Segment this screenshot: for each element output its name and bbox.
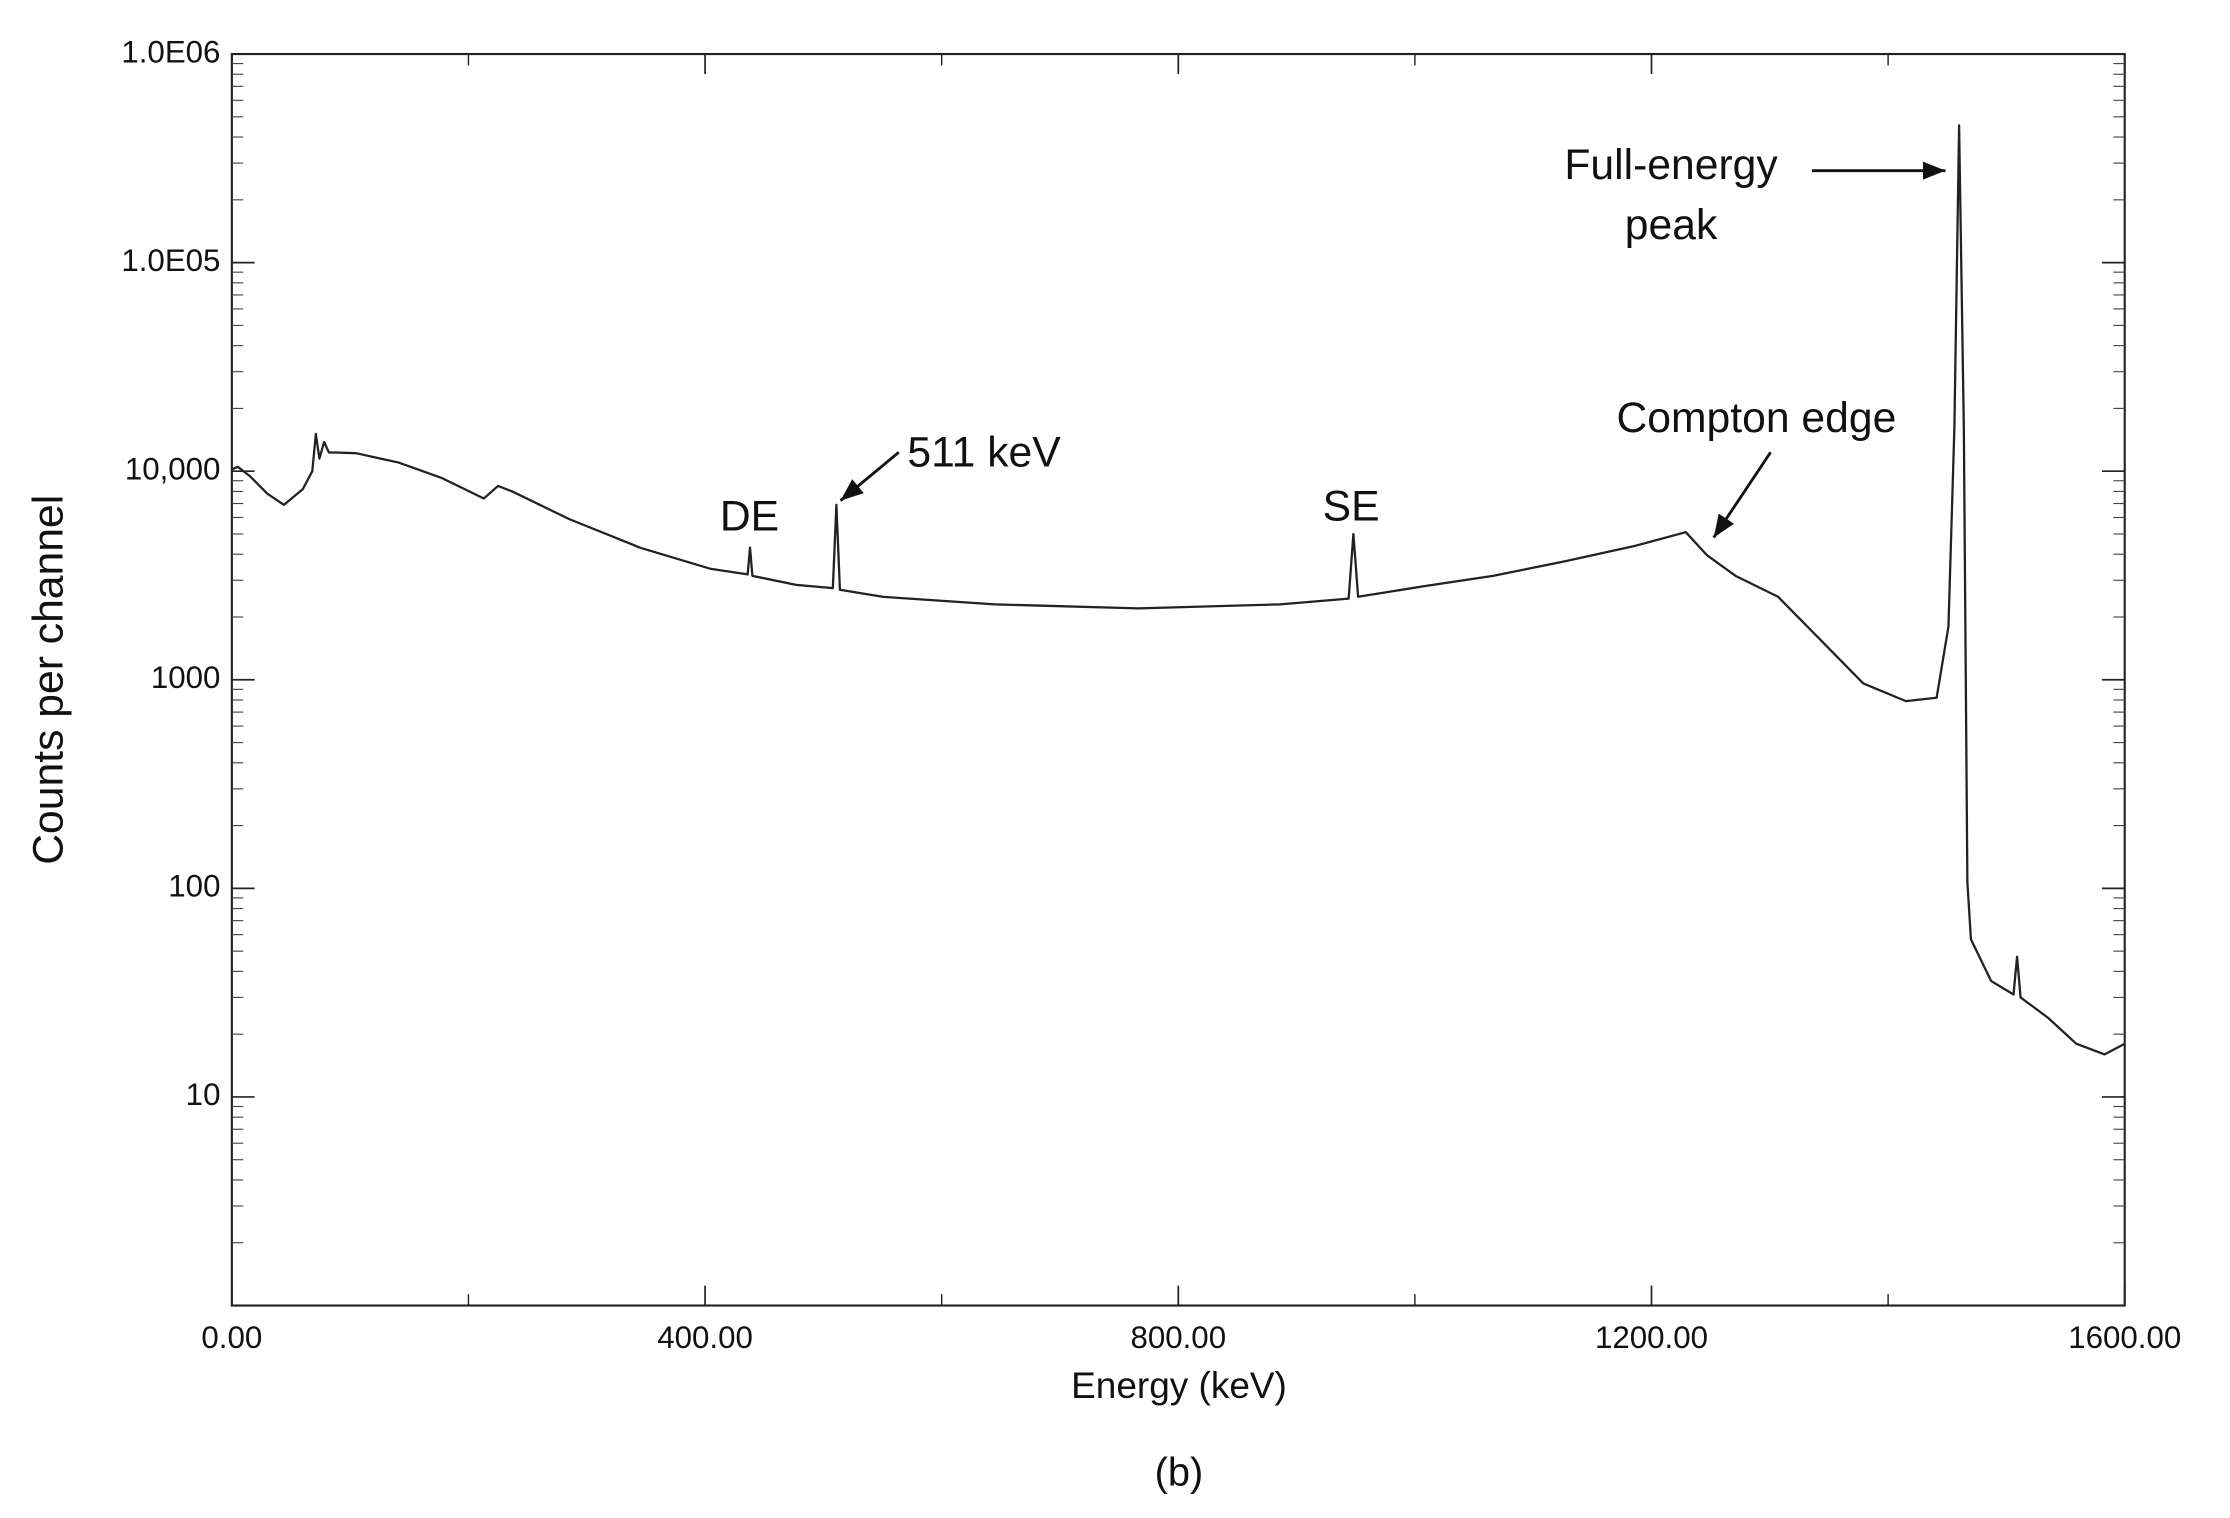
y-tick-label: 100 <box>168 869 220 904</box>
y-tick-label: 1.0E06 <box>121 34 220 69</box>
caption: (b) <box>1155 1450 1204 1494</box>
y-tick-label: 1000 <box>151 660 221 695</box>
annotation: Full-energy <box>1564 141 1778 189</box>
annotation: SE <box>1323 482 1380 530</box>
x-axis-label: Energy (keV) <box>1071 1365 1287 1406</box>
plot-frame <box>230 52 2126 1307</box>
y-tick-label: 10,000 <box>125 451 221 486</box>
annotation: Compton edge <box>1616 394 1896 442</box>
x-tick-label: 0.00 <box>201 1320 262 1355</box>
y-axis-label: Counts per channel <box>24 495 72 865</box>
x-tick-label: 400.00 <box>657 1320 753 1355</box>
x-tick-label: 800.00 <box>1130 1320 1226 1355</box>
annotation: peak <box>1625 201 1718 249</box>
x-tick-label: 1200.00 <box>1595 1320 1708 1355</box>
y-tick-label: 10 <box>186 1077 221 1112</box>
x-tick-label: 1600.00 <box>2068 1320 2181 1355</box>
y-tick-label: 1.0E05 <box>121 243 220 278</box>
spectrum-line <box>231 124 2126 1056</box>
annotation: DE <box>720 492 779 540</box>
annotation: 511 keV <box>907 428 1061 476</box>
annotation-arrow <box>1712 451 1772 539</box>
annotation-arrow <box>839 451 900 502</box>
